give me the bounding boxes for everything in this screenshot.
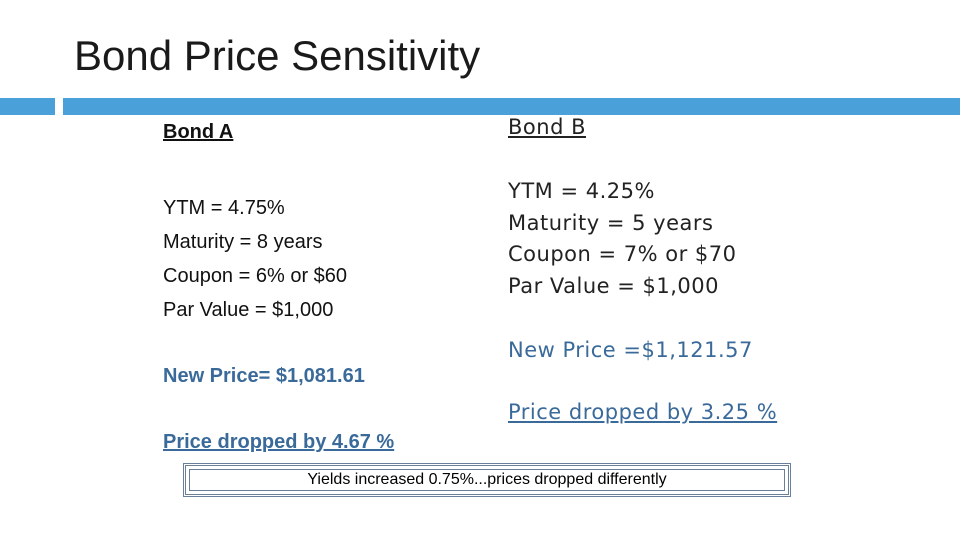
bond-b-coupon: Coupon = 7% or $70 xyxy=(508,242,737,266)
bond-a-details: YTM = 4.75% Maturity = 8 years Coupon = … xyxy=(163,191,347,327)
title-rule-short xyxy=(0,98,55,115)
bond-a-new-price: New Price= $1,081.61 xyxy=(163,365,365,387)
slide-title: Bond Price Sensitivity xyxy=(74,32,481,79)
bond-b-price-drop: Price dropped by 3.25 % xyxy=(508,400,778,424)
summary-note-text: Yields increased 0.75%...prices dropped … xyxy=(307,471,667,488)
bond-b-new-price: New Price =$1,121.57 xyxy=(508,338,753,362)
bond-b-ytm: YTM = 4.25% xyxy=(508,179,655,203)
bond-a-price-drop: Price dropped by 4.67 % xyxy=(163,431,395,453)
bond-a-coupon: Coupon = 6% or $60 xyxy=(163,265,348,287)
bond-b-heading: Bond B xyxy=(508,115,586,139)
bond-a-ytm: YTM = 4.75% xyxy=(163,197,285,219)
title-rule-long xyxy=(63,98,960,115)
bond-b-details: YTM = 4.25% Maturity = 5 years Coupon = … xyxy=(508,176,737,302)
bond-b-par-value: Par Value = $1,000 xyxy=(508,273,719,298)
bond-a-maturity: Maturity = 8 years xyxy=(163,231,323,253)
summary-note-box: Yields increased 0.75%...prices dropped … xyxy=(183,463,791,497)
bond-a-heading: Bond A xyxy=(163,121,234,143)
bond-b-maturity: Maturity = 5 years xyxy=(508,210,714,235)
bond-a-par-value: Par Value = $1,000 xyxy=(163,299,334,321)
